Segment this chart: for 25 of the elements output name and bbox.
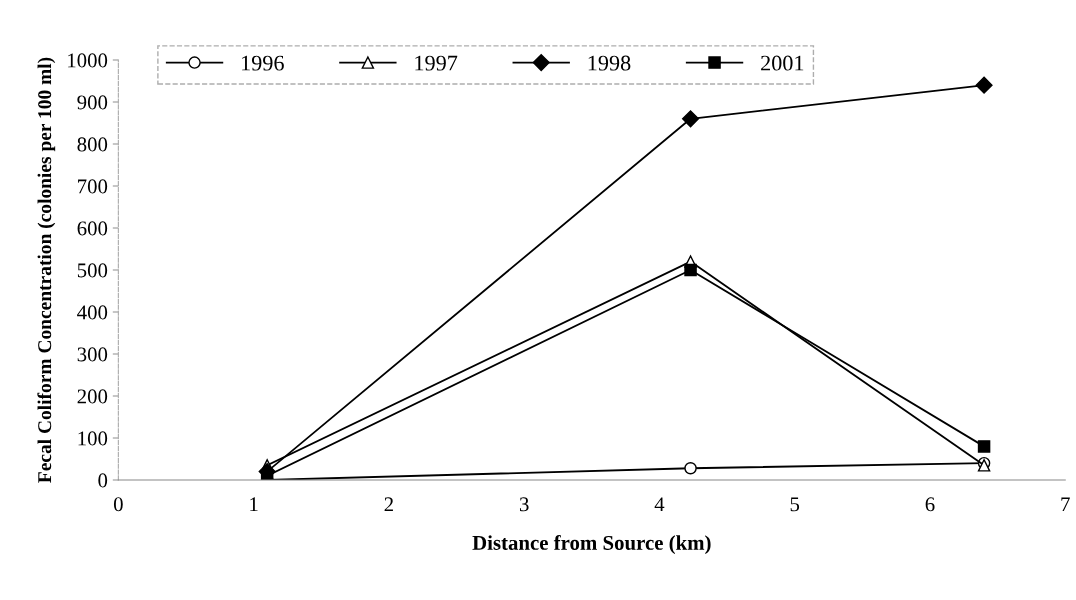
legend-label: 1996 (242, 55, 284, 71)
legend-label: 2001 (761, 55, 804, 71)
x-tick-label: 3 (519, 497, 529, 512)
x-tick-label: 2 (384, 497, 393, 512)
y-tick-label: 600 (77, 221, 108, 236)
x-tick-label: 5 (790, 497, 800, 512)
x-tick-label: 4 (654, 497, 665, 512)
y-tick-label: 100 (78, 431, 108, 446)
x-tick-label: 6 (925, 497, 935, 512)
y-tick-label: 200 (77, 389, 108, 404)
x-tick-label: 1 (250, 497, 258, 512)
y-tick-label: 700 (78, 179, 108, 194)
y-tick-label: 300 (77, 347, 108, 362)
y-tick-label: 900 (77, 95, 108, 110)
x-tick-label: 0 (113, 497, 123, 512)
x-axis-title: Distance from Source (km) (472, 535, 711, 555)
y-tick-label: 0 (98, 473, 108, 488)
x-tick-label: 7 (1061, 497, 1070, 512)
y-tick-label: 800 (77, 137, 108, 152)
y-tick-label: 500 (77, 263, 108, 278)
y-axis-title: Fecal Coliform Concentration (colonies per 100 ml) (37, 57, 56, 483)
legend-label: 1998 (588, 55, 631, 71)
y-tick-label: 1000 (68, 53, 108, 68)
y-tick-label: 400 (77, 305, 108, 320)
legend-label: 1997 (415, 55, 458, 71)
